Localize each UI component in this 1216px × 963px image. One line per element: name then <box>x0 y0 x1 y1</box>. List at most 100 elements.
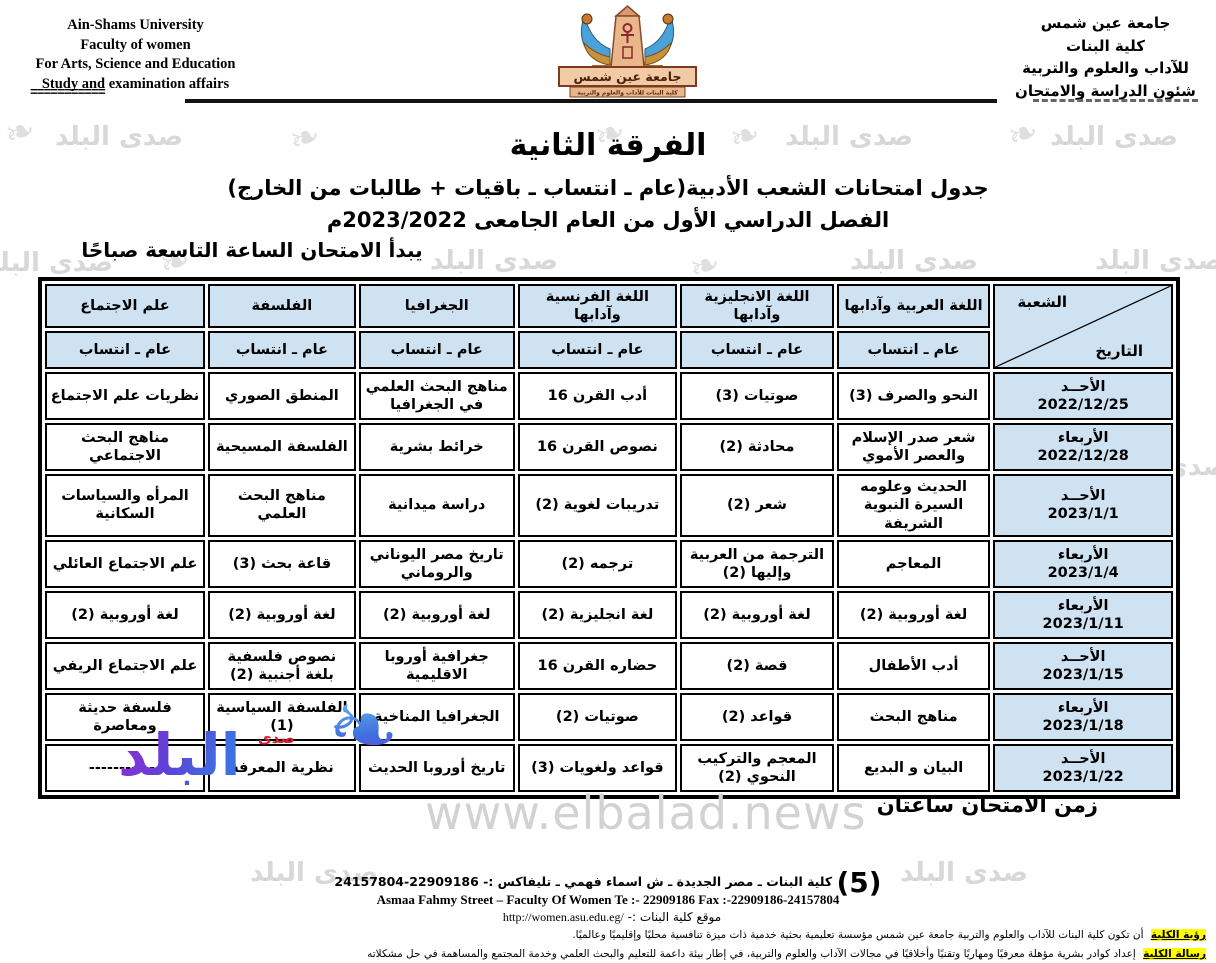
day-label: الأربعاء <box>1057 430 1109 447</box>
university-name-ar: جامعة عين شمس <box>1040 14 1171 32</box>
date-label: 2022/12/28 <box>1037 448 1129 465</box>
date-label: 2023/1/4 <box>1047 564 1119 581</box>
day-label: الأربعاء <box>1057 597 1109 614</box>
exam-start-note: يبدأ الامتحان الساعة التاسعة صباحًا <box>81 238 423 262</box>
subheader-cell: عام ـ انتساب <box>680 331 834 370</box>
day-label: الأربعاء <box>1057 699 1109 716</box>
footer-website-line: موقع كلية البنات :- http://women.asu.edu… <box>0 910 1216 925</box>
table-row: الأحــد 2023/1/22 البيان و البديع المعجم وا… <box>45 743 1173 792</box>
date-cell: الأربعاء 2022/12/28 <box>993 423 1173 472</box>
exam-cell: فلسفة حديثة ومعاصرة <box>45 692 205 741</box>
day-label: الأحــد <box>1060 379 1106 396</box>
table-row: الأربعاء 2022/12/28 شعر صدر الإسلام والعصر… <box>45 423 1173 472</box>
website-label: موقع كلية البنات :- <box>627 910 722 924</box>
semester-subtitle: الفصل الدراسي الأول من العام الجامعى 202… <box>326 208 890 232</box>
date-label: 2022/12/25 <box>1037 397 1129 414</box>
exam-cell: جغرافية أوروبا الاقليمية <box>358 641 515 690</box>
university-logo: جامعة عين شمس كلية البنات للآداب والعلوم… <box>540 3 715 105</box>
exam-cell: الفلسفة المسيحية <box>207 423 356 472</box>
exam-cell: مناهج البحث الاجتماعي <box>45 423 205 472</box>
header-english: Ain-Shams University Faculty of women Fo… <box>28 16 243 94</box>
exam-cell: نصوص فلسفية بلغة أجنبية (2) <box>207 641 356 690</box>
exam-cell: شعر (2) <box>680 474 834 537</box>
date-cell: الأحــد 2023/1/15 <box>993 641 1173 690</box>
exam-cell: النحو والصرف (3) <box>836 372 991 421</box>
date-label: 2023/1/15 <box>1042 666 1124 683</box>
day-label: الأحــد <box>1060 488 1106 505</box>
subheader-cell: عام ـ انتساب <box>517 331 678 370</box>
date-cell: الأحــد 2023/1/22 <box>993 743 1173 792</box>
mission-label: رسالة الكلية <box>1143 948 1206 960</box>
table-row: الأحــد 2023/1/15 أدب الأطفال قصة (2) حضاره … <box>45 641 1173 690</box>
subheader-cell: عام ـ انتساب <box>836 331 991 370</box>
table-header-row: الشعبة التاريخ اللغة العربية وآدابها الل… <box>45 284 1173 370</box>
exam-cell: نظرية المعرفة <box>207 743 356 792</box>
affairs-en: Study and examination affairs <box>41 75 230 92</box>
corner-cell: الشعبة التاريخ <box>993 284 1173 370</box>
faculty-mission-line: رسالة الكلية إعداد كوادر بشرية مؤهلة معر… <box>367 948 1206 960</box>
exam-cell: نصوص القرن 16 <box>517 423 678 472</box>
day-label: الأحــد <box>1060 750 1106 767</box>
exam-cell: المعاجم <box>836 539 991 588</box>
column-header-sociology: علم الاجتماع <box>45 284 205 329</box>
table-row: الأربعاء 2023/1/4 المعاجم الترجمة من العربي… <box>45 539 1173 588</box>
table-row: الأحــد 2022/12/25 النحو والصرف (3) صوتيات … <box>45 372 1173 421</box>
exam-cell: محادثة (2) <box>680 423 834 472</box>
sada-elbalad-watermark-text: صدى البلد <box>430 246 558 276</box>
table-row: الأحــد 2023/1/1 الحديث وعلومه السيرة النب… <box>45 474 1173 537</box>
sada-elbalad-watermark-text: صدى البلد <box>850 246 978 276</box>
date-cell: الأربعاء 2023/1/11 <box>993 590 1173 639</box>
exam-cell: الفلسفة السياسية (1) <box>207 692 356 741</box>
exam-cell: علم الاجتماع الريفي <box>45 641 205 690</box>
site-watermark: www.elbalad.news <box>425 786 867 840</box>
column-header-english: اللغة الانجليزية وآدابها <box>680 284 834 329</box>
faculty-name-en: Faculty of women <box>80 36 191 53</box>
footer-address-arabic: (5) كلية البنات ـ مصر الجديدة ـ ش اسماء … <box>0 866 1216 899</box>
exam-cell: المرأه والسياسات السكانية <box>45 474 205 537</box>
date-label: 2023/1/11 <box>1042 615 1124 632</box>
exam-cell: البيان و البديع <box>836 743 991 792</box>
exam-cell: أدب القرن 16 <box>517 372 678 421</box>
exam-cell: قصة (2) <box>680 641 834 690</box>
exam-cell: حضاره القرن 16 <box>517 641 678 690</box>
exam-cell: خرائط بشرية <box>358 423 515 472</box>
exam-cell: أدب الأطفال <box>836 641 991 690</box>
date-label: 2023/1/22 <box>1042 768 1124 785</box>
corner-label-division: الشعبة <box>1017 293 1068 311</box>
exam-cell: تاريخ مصر اليوناني والروماني <box>358 539 515 588</box>
day-label: الأحــد <box>1060 648 1106 665</box>
exam-cell: ------------ <box>45 743 205 792</box>
subheader-cell: عام ـ انتساب <box>207 331 356 370</box>
column-header-philosophy: الفلسفة <box>207 284 356 329</box>
exam-cell: صوتيات (3) <box>680 372 834 421</box>
header-arabic: جامعة عين شمس كلية البنات للآداب والعلوم… <box>1003 12 1208 102</box>
exam-cell: الترجمة من العربية وإليها (2) <box>680 539 834 588</box>
exam-cell: المعجم والتركيب النحوي (2) <box>680 743 834 792</box>
exam-cell: المنطق الصوري <box>207 372 356 421</box>
exam-cell: قواعد (2) <box>680 692 834 741</box>
exam-cell: علم الاجتماع العائلي <box>45 539 205 588</box>
exam-cell: مناهج البحث العلمي <box>207 474 356 537</box>
exam-cell: نظريات علم الاجتماع <box>45 372 205 421</box>
header-divider-line <box>185 99 997 103</box>
table-row: الأربعاء 2023/1/11 لغة أوروبية (2) لغة أورو… <box>45 590 1173 639</box>
schedule-subtitle: جدول امتحانات الشعب الأدبية(عام ـ انتساب… <box>227 176 989 200</box>
ain-shams-emblem-icon: جامعة عين شمس كلية البنات للآداب والعلوم… <box>558 5 697 98</box>
subheader-cell: عام ـ انتساب <box>358 331 515 370</box>
table-row: الأربعاء 2023/1/18 مناهج البحث قواعد (2) صوت… <box>45 692 1173 741</box>
affairs-ar: شئون الدراسة والامتحان <box>1015 81 1196 100</box>
exam-cell: الحديث وعلومه السيرة النبوية الشريفة <box>836 474 991 537</box>
header-arabic-dashes <box>1033 99 1198 102</box>
exam-cell: شعر صدر الإسلام والعصر الأموي <box>836 423 991 472</box>
mission-text: إعداد كوادر بشرية مؤهلة معرفيًا ومهاريًا… <box>367 948 1136 960</box>
faculty-name-ar: كلية البنات <box>1065 36 1145 55</box>
corner-label-date: التاريخ <box>1095 341 1143 360</box>
day-label: الأربعاء <box>1057 546 1109 563</box>
exam-cell: لغة أوروبية (2) <box>836 590 991 639</box>
exam-cell: لغة أوروبية (2) <box>207 590 356 639</box>
exam-table-body: الأحــد 2022/12/25 النحو والصرف (3) صوتيات … <box>45 372 1173 792</box>
faculty-vision-line: رؤية الكلية أن تكون كلية البنات للآداب و… <box>572 929 1206 941</box>
footer-address-english: Asmaa Fahmy Street – Faculty Of Women Te… <box>376 892 840 907</box>
header-english-underline: =========== <box>30 85 106 100</box>
column-header-arabic: اللغة العربية وآدابها <box>836 284 991 329</box>
